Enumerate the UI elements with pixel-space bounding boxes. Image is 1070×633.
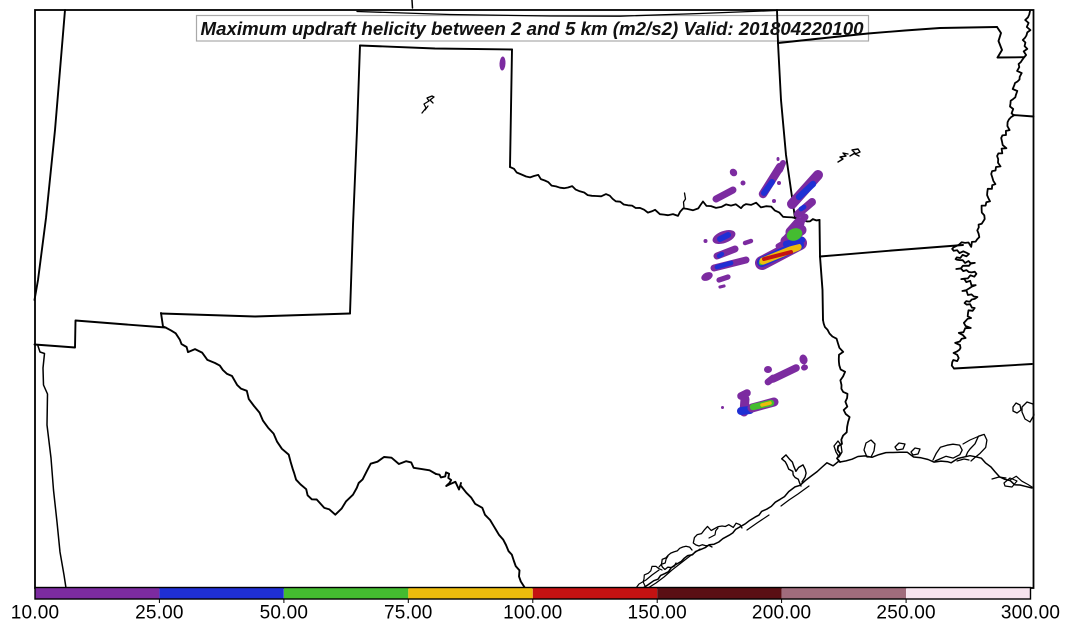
svg-text:150.00: 150.00	[628, 603, 687, 624]
svg-text:25.00: 25.00	[135, 603, 184, 624]
svg-text:100.00: 100.00	[503, 603, 562, 624]
svg-text:10.00: 10.00	[11, 603, 60, 624]
svg-text:50.00: 50.00	[260, 603, 309, 624]
svg-text:Maximum updraft helicity betwe: Maximum updraft helicity between 2 and 5…	[201, 18, 865, 39]
svg-text:300.00: 300.00	[1001, 603, 1060, 624]
svg-text:75.00: 75.00	[384, 603, 433, 624]
svg-text:250.00: 250.00	[876, 603, 935, 624]
svg-text:200.00: 200.00	[752, 603, 811, 624]
